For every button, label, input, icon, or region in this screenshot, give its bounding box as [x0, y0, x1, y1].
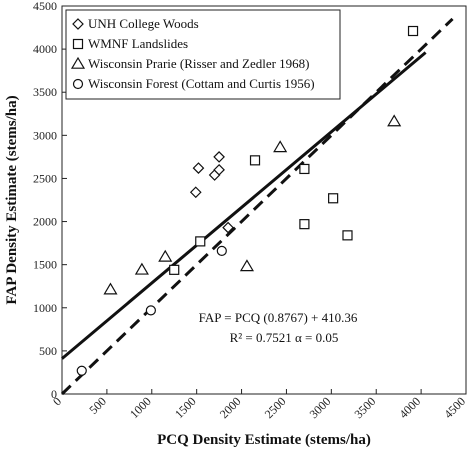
- diamond-data-point: [192, 162, 205, 174]
- x-tick-label: 1000: [127, 394, 154, 421]
- square-data-point: [328, 193, 339, 204]
- legend-label: UNH College Woods: [88, 16, 199, 31]
- diamond-data-point: [189, 186, 202, 199]
- y-tick-label: 1500: [33, 258, 57, 272]
- triangle-legend-marker: [70, 56, 86, 69]
- square-data-point: [249, 155, 261, 166]
- x-tick-label: 3500: [351, 394, 378, 421]
- x-tick-label: 2500: [262, 394, 289, 421]
- square-data-point: [195, 236, 206, 247]
- x-tick-label: 2000: [217, 394, 244, 421]
- legend-label: WMNF Landslides: [88, 36, 188, 51]
- one-to-one-dashed-line: [60, 17, 454, 396]
- y-tick-label: 3500: [33, 85, 57, 99]
- x-tick-label: 4000: [396, 394, 423, 421]
- y-tick-label: 500: [39, 344, 57, 358]
- circle-legend-marker: [72, 78, 84, 90]
- circle-data-point: [76, 365, 87, 376]
- square-data-point: [169, 264, 180, 275]
- circle-data-point: [216, 245, 227, 256]
- fit-equation: FAP = PCQ (0.8767) + 410.36: [199, 310, 358, 325]
- y-axis-title: FAP Density Estimate (stems/ha): [4, 95, 20, 304]
- triangle-data-point: [134, 262, 149, 275]
- square-data-point: [407, 25, 419, 37]
- y-tick-label: 3000: [33, 128, 57, 142]
- x-tick-label: 4500: [441, 394, 468, 421]
- r-squared-label: R² = 0.7521 α = 0.05: [230, 330, 339, 345]
- y-tick-label: 4500: [33, 0, 57, 13]
- x-tick-label: 500: [86, 394, 109, 417]
- circle-data-point: [145, 305, 156, 316]
- x-tick-label: 3000: [307, 394, 334, 421]
- y-tick-label: 2000: [33, 215, 57, 229]
- triangle-data-point: [103, 282, 118, 295]
- legend-items: UNH College Woods WMNF Landslides Wisconsi…: [70, 16, 315, 91]
- legend-box: [65, 9, 341, 100]
- triangle-data-point: [158, 249, 173, 262]
- square-data-point: [299, 163, 310, 175]
- legend-label: Wisconsin Forest (Cottam and Curtis 1956…: [88, 76, 315, 91]
- y-axis-ticks: 0 500 1000 1500 2000 2500 3000 3500 4000 4500: [33, 0, 67, 401]
- square-data-point: [299, 219, 310, 230]
- diamond-data-point: [213, 163, 225, 176]
- y-tick-label: 2500: [33, 171, 57, 185]
- y-tick-label: 0: [51, 387, 57, 401]
- diamond-data-point: [213, 151, 225, 163]
- diamond-legend-marker: [72, 18, 84, 30]
- triangle-data-point: [273, 140, 288, 153]
- legend: UNH College Woods WMNF Landslides Wisconsi…: [65, 9, 341, 100]
- square-legend-marker: [72, 38, 84, 50]
- y-tick-label: 4000: [33, 42, 57, 56]
- data-points: [76, 25, 419, 376]
- x-tick-label: 1500: [172, 394, 199, 421]
- triangle-data-point: [387, 114, 402, 127]
- x-axis-title: PCQ Density Estimate (stems/ha): [157, 432, 371, 448]
- y-tick-label: 1000: [33, 301, 57, 315]
- regression-lines: [60, 17, 454, 396]
- triangle-data-point: [239, 259, 254, 272]
- square-data-point: [342, 230, 353, 241]
- legend-label: Wisconsin Prarie (Risser and Zedler 1968…: [88, 56, 310, 71]
- diamond-data-point: [222, 221, 234, 234]
